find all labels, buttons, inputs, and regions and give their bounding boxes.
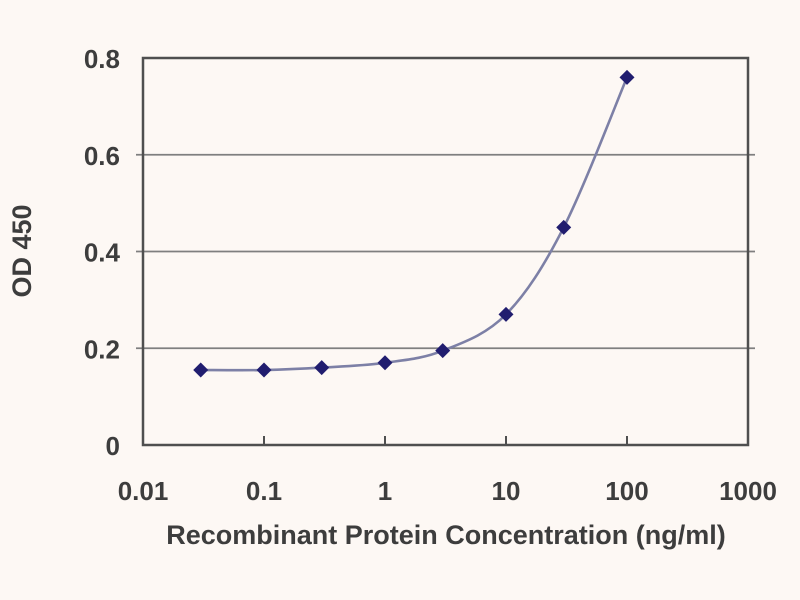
data-point-marker <box>377 355 393 371</box>
x-tick-label: 1 <box>378 476 392 506</box>
data-point-marker <box>256 362 272 378</box>
data-point-marker <box>498 306 514 322</box>
data-point-marker <box>314 360 330 376</box>
gridlines-layer <box>136 153 755 350</box>
plot-frame-layer <box>141 56 750 447</box>
x-tick-label: 1000 <box>719 476 777 506</box>
y-tick-label: 0.4 <box>84 238 121 268</box>
y-tick-labels: 0 0.2 0.4 0.6 0.8 <box>84 44 121 461</box>
data-point-marker <box>556 219 572 235</box>
x-ticks-layer <box>263 436 628 445</box>
data-point-marker <box>193 362 209 378</box>
y-tick-label: 0 <box>106 431 120 461</box>
x-tick-label: 0.01 <box>118 476 169 506</box>
data-point-marker <box>619 69 635 85</box>
x-axis-title: Recombinant Protein Concentration (ng/ml… <box>166 520 726 550</box>
data-series-layer <box>193 69 635 378</box>
plot-frame <box>141 56 750 447</box>
y-axis-title: OD 450 <box>7 204 37 297</box>
y-tick-label: 0.2 <box>84 334 120 364</box>
x-tick-label: 0.1 <box>246 476 282 506</box>
x-tick-label: 100 <box>605 476 648 506</box>
x-tick-label: 10 <box>492 476 521 506</box>
x-tick-labels: 0.01 0.1 1 10 100 1000 <box>118 476 777 506</box>
y-tick-label: 0.6 <box>84 141 120 171</box>
data-point-marker <box>435 343 451 359</box>
y-tick-label: 0.8 <box>84 44 120 74</box>
